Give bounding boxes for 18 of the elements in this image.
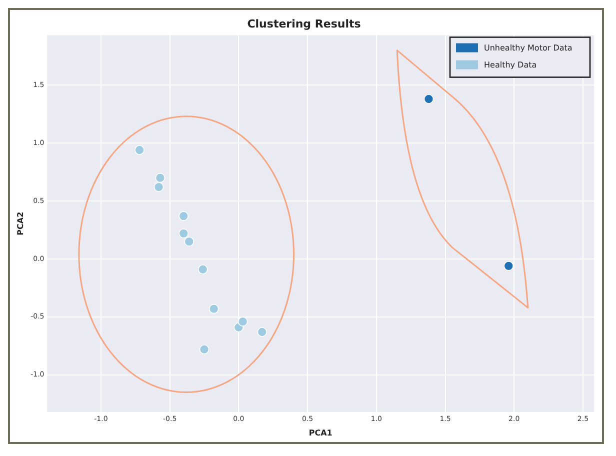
point: [209, 304, 219, 314]
point: [199, 344, 210, 354]
point: [184, 236, 194, 246]
point: [257, 327, 267, 337]
point: [134, 145, 144, 155]
y-axis-title: PCA2: [16, 212, 25, 236]
legend-label: Unhealthy Motor Data: [484, 43, 572, 52]
point: [178, 228, 188, 238]
point: [155, 172, 166, 183]
point: [238, 316, 248, 326]
legend-label: Healthy Data: [484, 60, 537, 70]
point: [178, 211, 188, 221]
point: [504, 261, 514, 271]
point: [154, 182, 164, 192]
chart-title: Clustering Results: [247, 17, 362, 30]
x-axis-title: PCA1: [308, 428, 333, 438]
point: [198, 264, 208, 274]
point: [424, 94, 434, 104]
